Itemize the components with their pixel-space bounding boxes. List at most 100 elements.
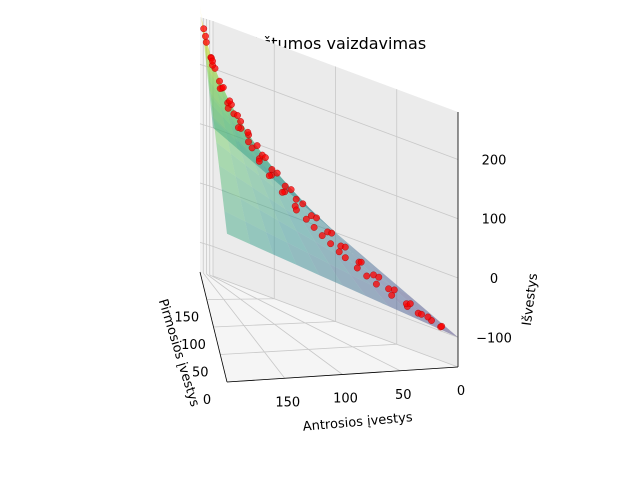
data-point [202,32,209,40]
y-axis-label: Antrosios įvestys [302,410,413,435]
y-axis-line [226,366,459,383]
z-tick-label: −100 [476,331,512,346]
x-tick-label: 100 [181,338,206,353]
surface-patch [390,284,434,317]
data-point [253,142,261,150]
surface-patch [331,231,368,264]
surface-patch [209,91,231,125]
surface-patch [208,73,221,109]
data-point [388,291,396,299]
data-point [327,240,334,248]
tick-labels: 0 50 100 150 0 50 100 150 −100 0 100 200 [174,153,512,410]
data-point [261,154,269,162]
surface-patch [285,208,316,242]
surface-patch [266,232,297,265]
surface-patch [334,252,371,285]
surface-patch [287,242,320,276]
data-point [341,243,349,251]
surface-patch [252,187,278,221]
data-point [273,169,281,177]
z-tick-label: 100 [482,213,507,228]
z-tick-label: 200 [482,153,507,168]
surface-patch [211,115,238,149]
x-tick-label: 50 [192,366,209,381]
grid-line-z-side [212,245,459,338]
data-point [418,310,425,318]
surface-patch [205,54,221,89]
x-tick-label: 150 [174,311,199,326]
grid-line-z-back [199,123,214,129]
data-point [363,272,371,280]
surface-patch [207,78,228,113]
surface-patch [235,176,260,210]
data-point [318,232,326,240]
surface-patch [308,253,343,286]
data-point [200,25,208,33]
axis-lines [199,112,459,383]
data-point [438,322,446,330]
data-point [328,229,336,237]
surface-patch [230,153,252,187]
data-point [375,273,383,281]
surface-patch [268,198,297,231]
data-point [219,84,227,91]
surface-patch [277,220,308,254]
surface-patch [210,96,226,131]
grid-line-y-floor [206,273,343,375]
x-tick-label: 0 [203,393,211,408]
surface-patch [259,209,288,243]
data-point [341,254,349,262]
surface-patch [240,198,267,232]
floor-pane [200,272,458,382]
surface-patch [237,142,260,176]
surface-patch [216,142,236,177]
surface-patch [391,295,435,327]
grid-line-z-side [212,186,459,279]
data-point [292,206,300,214]
y-tick-label: 0 [457,384,465,399]
data-point [237,118,245,125]
surface-patch [245,164,269,198]
grid-line-z-side [212,68,459,160]
surface-patch [205,50,216,86]
data-point [287,186,295,194]
data-point [335,248,343,256]
data-point [245,138,252,146]
data-point [234,124,242,132]
data-point [234,112,241,119]
data-point [424,313,432,321]
grid-line-y-floor [209,274,401,372]
surface-patch [225,130,245,165]
data-point [353,264,361,272]
grid-line-y-floor [212,275,459,368]
data-point [244,128,252,136]
grid-line-y-floor [202,272,286,379]
data-point [278,188,286,196]
data-point [357,258,365,266]
surface-patch [301,219,334,253]
surface-patch [234,136,262,170]
data-point [299,200,307,208]
y-tick-label: 150 [275,395,300,410]
grid-line-z-back [199,182,214,188]
grid-line-z-side [212,127,459,220]
y-tick-label: 100 [333,392,358,407]
data-point [216,77,223,85]
data-point [310,223,318,231]
surface-patch [259,175,286,209]
data-point [255,157,263,165]
surface-patch [210,103,234,137]
data-point [406,300,414,308]
y-tick-label: 50 [395,388,412,403]
surface-patch [370,284,412,317]
surface-patch [296,231,329,264]
surface-patch [206,66,224,101]
data-point [202,38,210,46]
surface-patch [220,108,238,143]
grid-line-z-back [199,241,214,247]
data-point [302,215,310,223]
surface-patch [367,263,409,296]
surface-patch [218,165,241,199]
